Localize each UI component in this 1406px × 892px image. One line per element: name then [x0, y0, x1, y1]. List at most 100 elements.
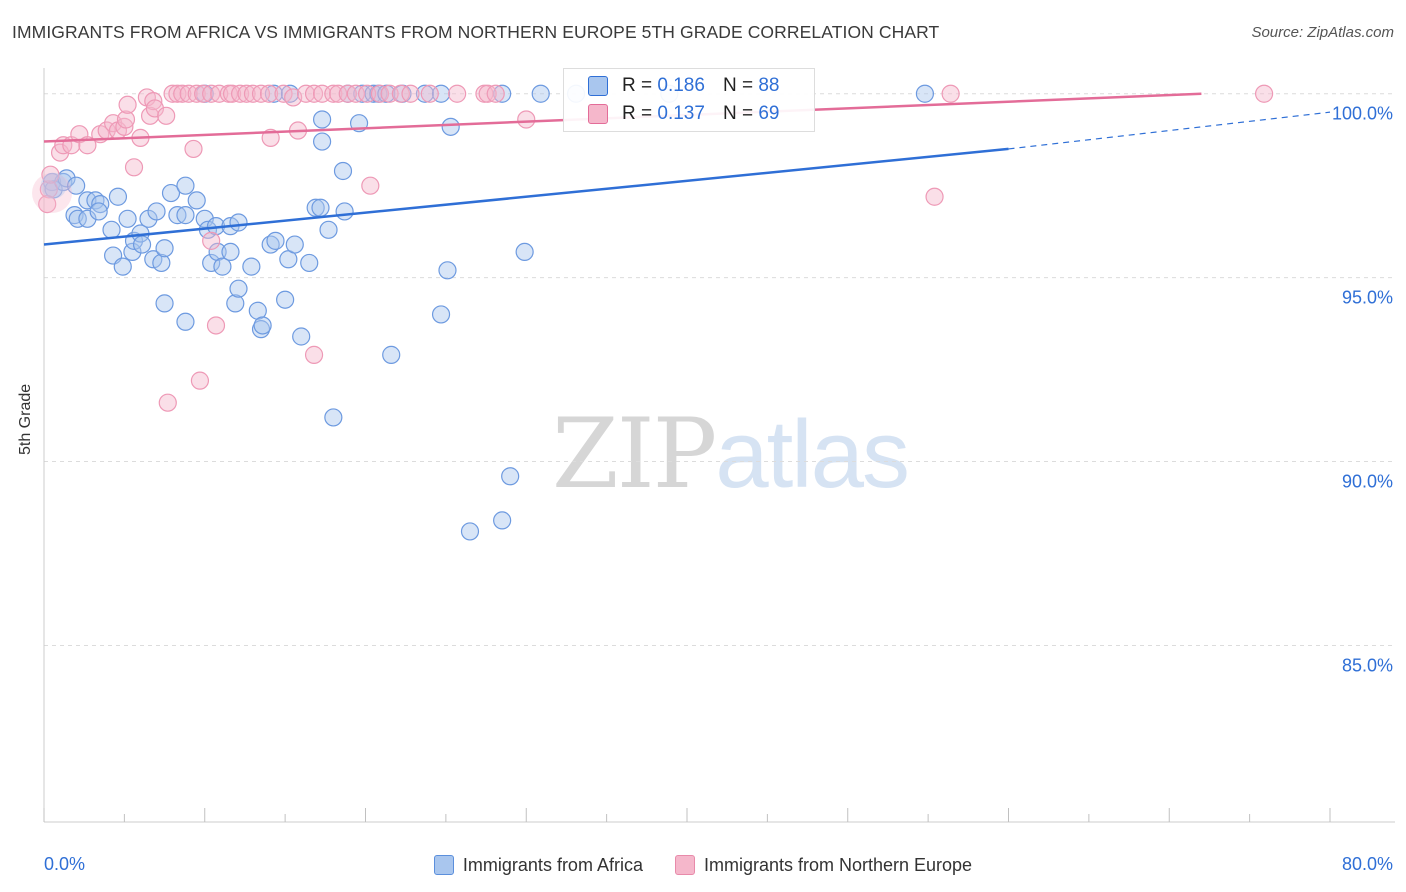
point-africa [493, 511, 512, 530]
point-africa [460, 522, 480, 541]
point-northern-europe [237, 84, 256, 103]
point-northern-europe [157, 106, 176, 125]
point-africa [312, 132, 332, 151]
point-africa [155, 239, 174, 258]
point-africa [319, 220, 338, 239]
y-tick-label: 85.0% [1342, 655, 1393, 675]
point-africa [213, 257, 232, 276]
point-northern-europe [925, 187, 944, 206]
point-northern-europe [41, 165, 60, 184]
legend-swatch-africa-bottom [433, 855, 454, 875]
point-africa [78, 209, 97, 228]
correlation-legend: R = 0.186 N = 88 R = 0.137 N = 69 [563, 68, 815, 132]
point-africa [221, 242, 240, 262]
point-africa [161, 183, 181, 203]
point-africa [89, 202, 108, 221]
point-africa [333, 161, 353, 181]
point-northern-europe [259, 84, 279, 103]
point-africa [312, 110, 332, 129]
point-africa [515, 242, 534, 262]
point-africa [176, 312, 195, 331]
point-africa [306, 198, 325, 217]
point-northern-europe [329, 84, 348, 103]
point-africa [415, 84, 435, 103]
point-northern-europe [304, 345, 324, 364]
point-africa [292, 327, 311, 346]
legend-item-northern-europe[interactable]: Immigrants from Northern Europe [674, 854, 973, 876]
point-northern-europe [206, 316, 226, 335]
point-northern-europe [145, 99, 165, 118]
point-africa [147, 202, 166, 221]
legend-label-northern-europe: Immigrants from Northern Europe [703, 854, 973, 875]
point-africa [493, 84, 512, 103]
point-northern-europe [517, 110, 536, 129]
point-africa [915, 84, 935, 103]
chart-title: IMMIGRANTS FROM AFRICA VS IMMIGRANTS FRO… [12, 22, 940, 42]
legend-label-africa: Immigrants from Africa [462, 854, 643, 875]
legend-n-value-africa: 88 [758, 75, 780, 96]
point-northern-europe [115, 117, 134, 136]
point-africa [300, 253, 319, 273]
legend-n-label-africa: N = [722, 75, 754, 96]
point-northern-europe [274, 84, 293, 103]
point-northern-europe [38, 194, 57, 214]
point-africa [118, 209, 137, 228]
legend-swatch-northern-europe-bottom [674, 855, 695, 875]
point-northern-europe [358, 84, 377, 103]
legend-item-africa[interactable]: Immigrants from Africa [433, 854, 643, 876]
legend-swatch-northern-europe [588, 104, 608, 124]
point-northern-europe [144, 92, 163, 111]
point-northern-europe [261, 128, 280, 147]
x-tick-label: 0.0% [44, 854, 85, 874]
point-africa [208, 242, 227, 262]
point-northern-europe [173, 84, 192, 103]
point-northern-europe [116, 110, 136, 129]
cluster-africa [40, 172, 67, 199]
point-northern-europe [448, 84, 467, 103]
legend-n-value-northern-europe: 69 [758, 103, 780, 124]
point-northern-europe [163, 84, 182, 103]
legend-n-label-northern-europe: N = [722, 103, 754, 124]
point-northern-europe [202, 231, 221, 250]
point-northern-europe [324, 84, 343, 103]
point-northern-europe [39, 180, 58, 199]
legend-r-value-africa: 0.186 [657, 75, 705, 96]
point-northern-europe [124, 158, 144, 177]
point-africa [202, 253, 221, 273]
point-africa [248, 301, 267, 320]
point-africa [438, 261, 457, 280]
point-africa [441, 117, 460, 136]
point-africa [102, 220, 121, 239]
point-northern-europe [401, 84, 420, 103]
point-africa [187, 191, 206, 210]
legend-r-label-africa: R = [622, 75, 653, 96]
point-africa [242, 257, 261, 276]
point-northern-europe [391, 84, 410, 103]
point-northern-europe [210, 84, 229, 103]
legend-row-northern-europe: R = 0.137 N = 69 [588, 103, 779, 125]
cluster-northern-europe [32, 173, 73, 214]
point-africa [132, 235, 152, 254]
point-africa [108, 187, 128, 206]
point-africa [335, 202, 354, 221]
point-africa [155, 294, 174, 313]
point-africa [311, 198, 330, 217]
point-africa [67, 176, 86, 195]
point-africa [266, 231, 285, 250]
point-africa [501, 467, 520, 486]
y-tick-label: 90.0% [1342, 472, 1393, 492]
point-northern-europe [486, 84, 505, 103]
point-africa [253, 316, 272, 335]
point-northern-europe [231, 84, 250, 103]
point-africa [324, 408, 343, 427]
trend-line-africa-extension [1008, 111, 1331, 150]
point-africa [285, 235, 304, 254]
legend-swatch-africa [588, 76, 608, 96]
point-northern-europe [118, 95, 137, 114]
point-africa [226, 294, 245, 313]
point-africa [68, 209, 87, 228]
point-africa [229, 213, 248, 232]
point-northern-europe [187, 84, 206, 103]
point-africa [91, 194, 110, 214]
